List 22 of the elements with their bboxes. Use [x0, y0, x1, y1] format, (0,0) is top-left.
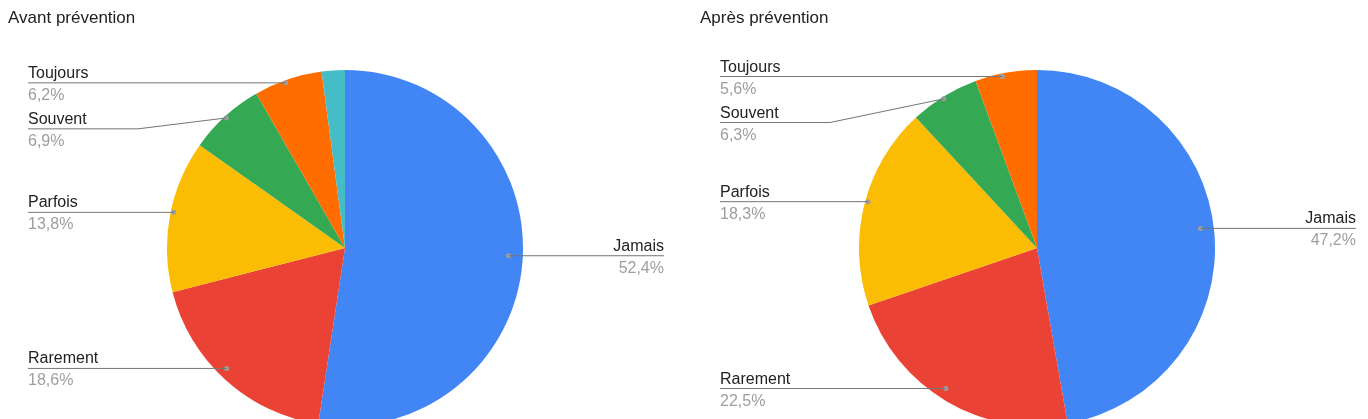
- slice-label: Parfois: [720, 182, 770, 200]
- slice-label: Rarement: [28, 349, 99, 367]
- slice-label: Rarement: [720, 369, 791, 387]
- data-label: 6,9%: [28, 131, 65, 149]
- slice-label: Souvent: [28, 109, 88, 127]
- chart-title: Avant prévention: [8, 8, 136, 28]
- slice-label: Toujours: [720, 57, 781, 75]
- data-label: 22,5%: [720, 391, 766, 409]
- data-label: 6,3%: [720, 125, 757, 143]
- slice-label: Jamais: [613, 236, 664, 254]
- data-label: 18,6%: [28, 371, 74, 389]
- chart-title: Après prévention: [700, 8, 829, 28]
- slice-label: Parfois: [28, 193, 78, 211]
- data-label: 6,2%: [28, 85, 65, 103]
- data-label: 52,4%: [618, 258, 664, 276]
- data-label: 18,3%: [720, 204, 766, 222]
- data-label: 13,8%: [28, 215, 74, 233]
- data-label: 47,2%: [1310, 231, 1356, 249]
- slice-label: Toujours: [28, 63, 89, 81]
- data-label: 5,6%: [720, 79, 757, 97]
- slice-label: Jamais: [1305, 209, 1356, 227]
- slice-label: Souvent: [720, 103, 780, 121]
